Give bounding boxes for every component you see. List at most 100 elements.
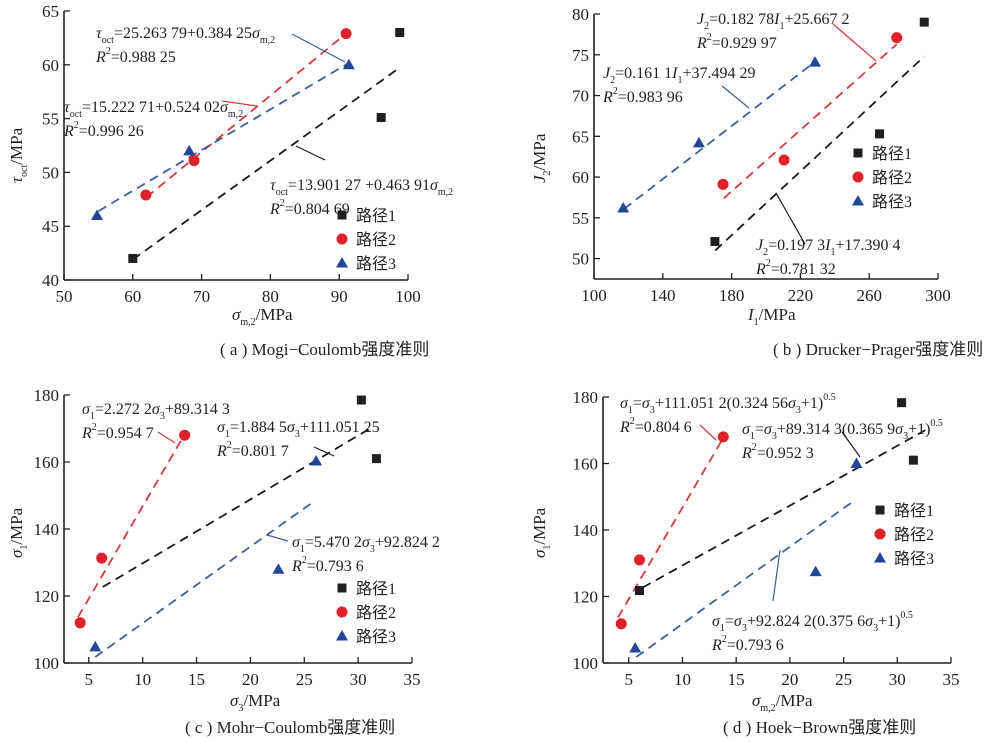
annotation-leader-line — [721, 85, 750, 109]
data-point-path1 — [875, 129, 885, 139]
legend-marker-path1 — [875, 505, 885, 515]
subscript: 3 — [295, 429, 300, 440]
y-tick-label: 180 — [573, 388, 599, 407]
subscript: 1 — [677, 75, 682, 86]
x-tick-label: 25 — [296, 670, 313, 689]
symbol: σ — [734, 613, 743, 630]
symbol: τ — [270, 177, 277, 194]
data-point-path3 — [617, 202, 630, 213]
data-point-path1 — [908, 455, 918, 465]
r-squared-label: R2​=0.804 6 — [619, 416, 692, 436]
fit-equation-label: τoct​=13.901 27 +0.463 91σm,2​ — [270, 177, 453, 198]
r-squared-label: R2​=0.793 6 — [291, 555, 364, 575]
legend: 路径1 路径2 路径3 — [874, 502, 934, 568]
superscript: 2 — [613, 86, 618, 97]
subscript: 2 — [704, 21, 709, 32]
superscript: 2 — [630, 416, 635, 427]
subscript: m,2 — [228, 109, 243, 120]
y-tick-label: 80 — [572, 5, 589, 24]
symbol: τ — [7, 176, 26, 183]
superscript: 2 — [752, 442, 757, 453]
fit-equation-label: J2​=0.161 1I1​+37.494 29 — [603, 65, 756, 86]
symbol: σ — [287, 419, 296, 436]
legend-label-path1: 路径1 — [872, 145, 912, 163]
text: +37.494 29 — [682, 65, 755, 82]
superscript: 0.5 — [900, 610, 913, 621]
symbol: I — [824, 237, 831, 254]
y-tick-label: 140 — [573, 521, 599, 540]
text: /MPa — [256, 305, 293, 324]
y-tick-label: 60 — [572, 168, 589, 187]
subscript: m,2 — [260, 35, 275, 46]
symbol: R — [711, 637, 722, 654]
symbol: J — [530, 174, 549, 183]
y-tick-label: 50 — [42, 163, 59, 182]
r-squared-label: R2​=0.954 7 — [81, 422, 154, 442]
y-axis-label-group: σ1​/MPa — [7, 507, 30, 558]
fit-line-path2 — [723, 43, 898, 199]
legend: 路径1 路径2 路径3 — [852, 145, 912, 211]
symbol: R — [741, 445, 752, 462]
data-point-path2 — [340, 28, 352, 40]
text: =0.161 1 — [615, 65, 672, 82]
x-tick-label: 90 — [331, 287, 348, 306]
fit-equation-label: σ1​=2.272 2σ3​+89.314 3 — [82, 401, 230, 422]
fit-line-path2 — [145, 33, 346, 198]
data-point-path2 — [96, 552, 108, 564]
symbol: R — [755, 261, 766, 278]
y-axis-label-group: σ1​/MPa — [530, 507, 553, 558]
fit-line-path2 — [77, 439, 183, 618]
data-point-path2 — [717, 178, 729, 190]
subscript: 1 — [542, 545, 553, 550]
text: +17.390 4 — [835, 237, 900, 254]
x-tick-label: 60 — [124, 287, 141, 306]
text: =0.954 7 — [97, 425, 154, 442]
y-tick-label: 100 — [34, 654, 60, 673]
legend-marker-path3 — [852, 195, 864, 206]
symbol: J — [603, 65, 611, 82]
annotation-leader-line — [221, 100, 258, 107]
subscript: 1 — [779, 21, 784, 32]
x-tick-label: 25 — [835, 670, 852, 689]
fit-line-path1 — [132, 68, 399, 261]
r-squared-label: R2​=0.804 69 — [269, 198, 350, 218]
x-tick-label: 70 — [193, 287, 210, 306]
subscript: 2 — [763, 247, 768, 258]
x-tick-label: 300 — [925, 286, 951, 305]
symbol: R — [269, 201, 280, 218]
x-tick-label: 50 — [56, 287, 73, 306]
x-tick-label: 100 — [581, 286, 607, 305]
legend-label-path2: 路径2 — [872, 169, 912, 187]
text: +92.824 2 — [375, 534, 440, 551]
legend-label-path2: 路径2 — [894, 526, 934, 544]
symbol: σ — [217, 419, 226, 436]
r-squared-label: R2​=0.929 97 — [696, 32, 777, 52]
text: +1) — [801, 395, 823, 412]
chart-panel-b: 100 140 180 220 260 300 50 55 60 65 70 75 80 I1​/MPa J… — [530, 5, 983, 359]
text: =0.929 97 — [712, 35, 777, 52]
subscript: 2 — [610, 75, 615, 86]
data-point-path3 — [629, 642, 642, 653]
text: /MPa — [776, 691, 813, 710]
text: =0.182 78 — [709, 11, 774, 28]
fit-equation-label: τoct​=25.263 79+0.384 25σm,2​ — [96, 25, 275, 46]
text: =0.793 6 — [727, 637, 784, 654]
symbol: R — [696, 35, 707, 52]
y-axis-label-group: J2​/MPa — [530, 133, 553, 183]
symbol: σ — [752, 691, 761, 710]
panel-caption: ( c ) Mohr−Coulomb强度准则 — [185, 718, 395, 737]
data-point-path3 — [809, 56, 822, 67]
superscript: 2 — [302, 555, 307, 566]
legend-label-path1: 路径1 — [894, 502, 934, 520]
symbol: σ — [152, 401, 161, 418]
text: +111.051 2(0.324 56 — [655, 395, 788, 412]
annotation-leader-line — [266, 534, 289, 542]
data-point-path2 — [188, 155, 200, 167]
legend-marker-path1 — [337, 210, 347, 220]
x-tick-label: 35 — [404, 670, 421, 689]
annotation-leader-line — [841, 431, 861, 458]
subscript: 1 — [19, 545, 30, 550]
data-point-path1 — [395, 28, 405, 38]
panel-caption: ( b ) Drucker−Prager强度准则 — [773, 340, 983, 359]
r-squared-label: R2​=0.781 32 — [755, 258, 836, 278]
